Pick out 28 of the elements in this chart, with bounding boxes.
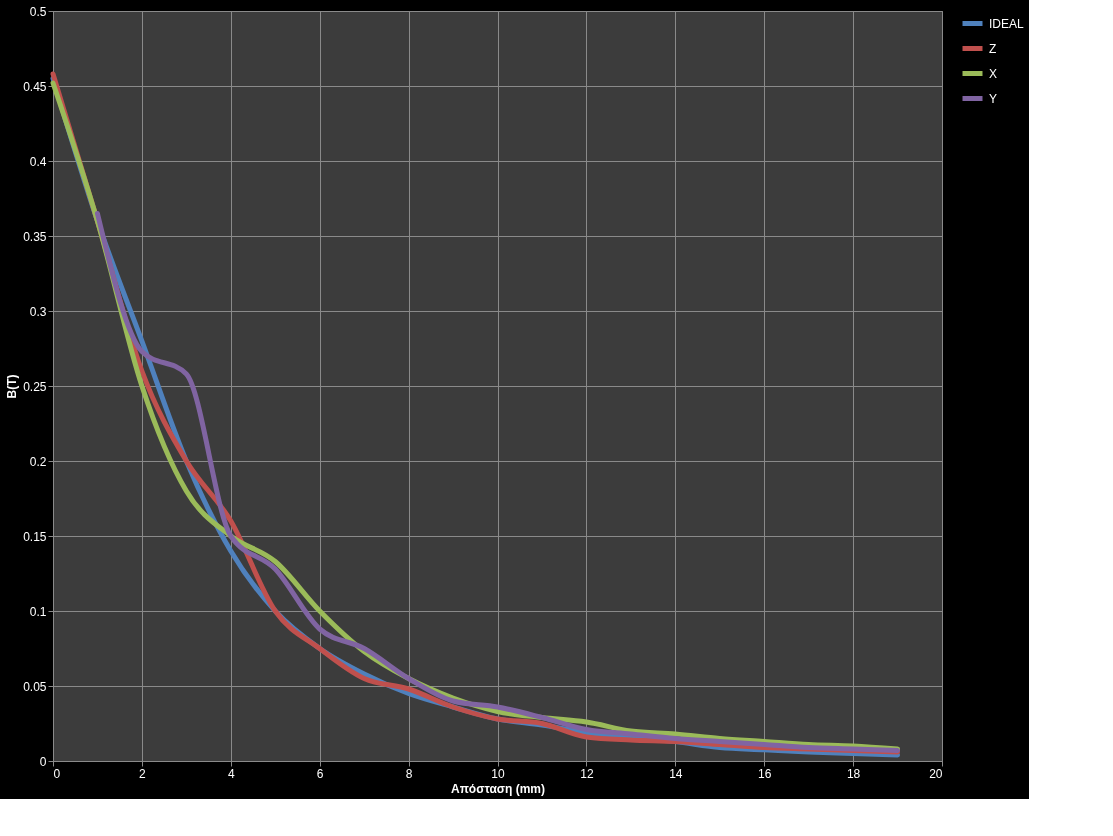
y-tick-label: 0.4: [29, 154, 47, 169]
legend-label: Y: [989, 91, 998, 106]
x-tick-label: 18: [846, 766, 861, 781]
x-tick-label: 0: [53, 766, 61, 781]
legend-label: IDEAL: [989, 16, 1025, 31]
y-tick-label: 0.25: [23, 379, 47, 394]
legend-label: Z: [989, 41, 997, 56]
x-tick-label: 4: [227, 766, 235, 781]
x-tick-label: 12: [580, 766, 594, 781]
y-tick-label: 0: [39, 754, 47, 769]
x-tick-label: 6: [316, 766, 324, 781]
y-tick-label: 0.45: [23, 79, 47, 94]
y-axis-title: B(T): [5, 374, 20, 399]
x-tick-label: 16: [758, 766, 772, 781]
x-tick-label: 14: [669, 766, 683, 781]
y-tick-label: 0.05: [23, 679, 47, 694]
x-tick-label: 10: [491, 766, 505, 781]
x-tick-label: 2: [139, 766, 147, 781]
y-tick-label: 0.15: [23, 529, 47, 544]
y-tick-label: 0.2: [29, 454, 47, 469]
y-tick-label: 0.35: [23, 229, 47, 244]
legend-label: X: [989, 66, 998, 81]
y-tick-label: 0.1: [29, 604, 47, 619]
x-tick-label: 20: [929, 766, 943, 781]
x-axis-title: Απόσταση (mm): [451, 781, 545, 796]
y-tick-label: 0.5: [29, 4, 47, 19]
x-tick-label: 8: [405, 766, 413, 781]
y-tick-label: 0.3: [29, 304, 47, 319]
